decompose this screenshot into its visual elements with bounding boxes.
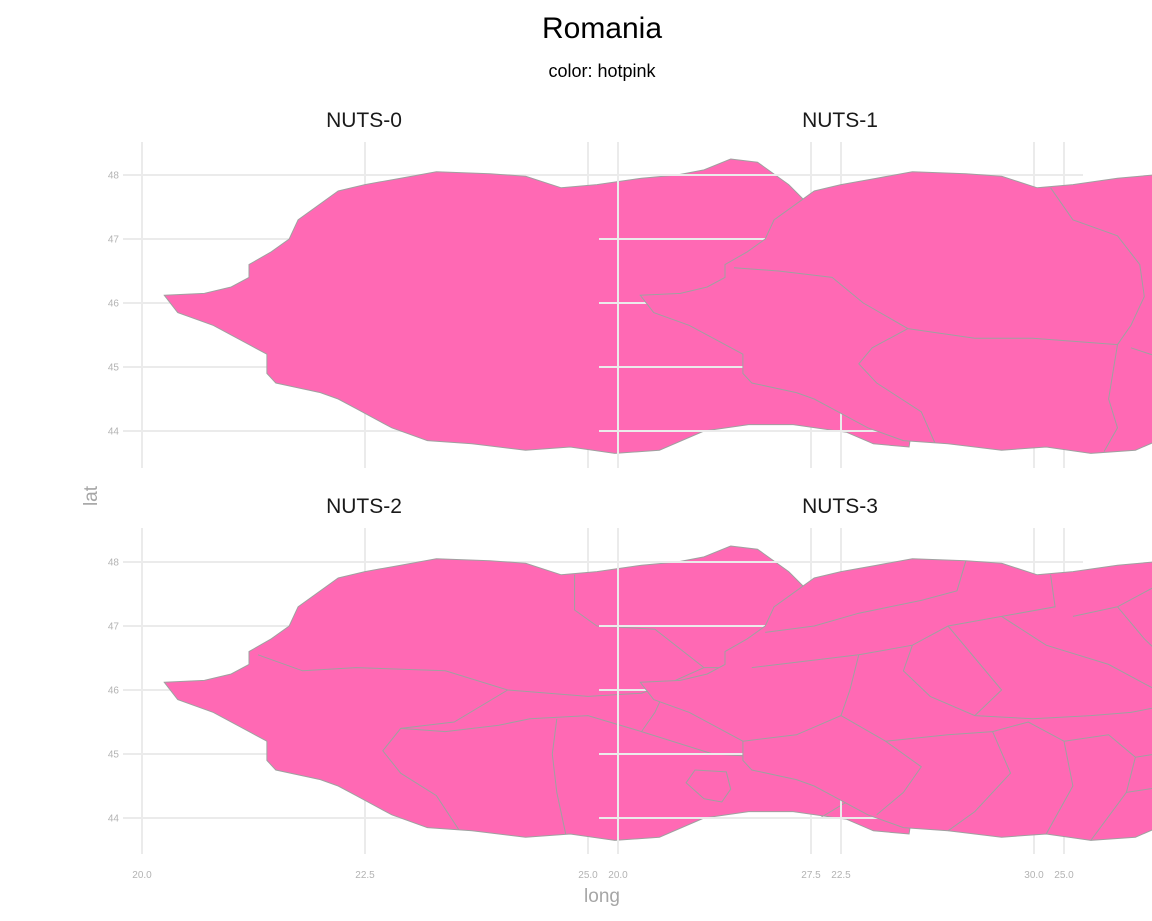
region-border <box>765 560 967 633</box>
panel-nuts-1: NUTS-1 <box>599 109 1152 468</box>
region-border <box>1072 587 1152 617</box>
region-border <box>1050 187 1145 452</box>
x-tick-label: 30.0 <box>1024 870 1044 881</box>
y-tick-label: 44 <box>108 427 120 438</box>
region-border <box>858 328 936 443</box>
region-border <box>885 731 1012 832</box>
y-tick-label: 46 <box>108 299 120 310</box>
country-shape <box>639 558 1152 841</box>
region-border <box>902 645 1152 720</box>
chart-subtitle: color: hotpink <box>548 61 656 81</box>
region-border <box>1117 606 1152 647</box>
panel-nuts-3: NUTS-3 20.0 22.5 25.0 27.5 30.0 <box>599 495 1152 881</box>
y-tick-label: 47 <box>108 235 120 246</box>
panel-plot-area: 20.0 22.5 25.0 27.5 30.0 <box>599 528 1152 881</box>
region-border <box>551 718 567 835</box>
region-border <box>947 625 1003 716</box>
panel-title: NUTS-1 <box>802 109 878 132</box>
y-tick-label: 44 <box>108 814 120 825</box>
panel-plot-area <box>599 142 1152 468</box>
region-border <box>840 715 922 816</box>
region-border <box>400 683 669 733</box>
y-axis-title: lat <box>81 485 102 506</box>
x-tick-label: 22.5 <box>355 870 375 881</box>
x-tick-label: 22.5 <box>831 870 851 881</box>
region-border <box>685 769 732 803</box>
x-tick-label: 20.0 <box>132 870 152 881</box>
region-border <box>733 267 1118 346</box>
chart-title: Romania <box>542 12 662 45</box>
x-tick-label: 27.5 <box>801 870 821 881</box>
region-border <box>382 689 508 830</box>
y-tick-label: 47 <box>108 622 120 633</box>
y-tick-label: 46 <box>108 686 120 697</box>
x-tick-label: 25.0 <box>1054 870 1074 881</box>
panel-title: NUTS-3 <box>802 495 878 518</box>
y-tick-label: 45 <box>108 750 120 761</box>
x-axis-title: long <box>584 886 620 907</box>
y-tick-label: 48 <box>108 558 120 569</box>
y-tick-label: 45 <box>108 363 120 374</box>
panel-title: NUTS-2 <box>326 495 402 518</box>
country-shape <box>639 171 1152 454</box>
x-tick-label: 25.0 <box>578 870 598 881</box>
x-tick-label: 20.0 <box>608 870 628 881</box>
y-tick-label: 48 <box>108 171 120 182</box>
panel-title: NUTS-0 <box>326 109 402 132</box>
region-border <box>1001 615 1152 689</box>
